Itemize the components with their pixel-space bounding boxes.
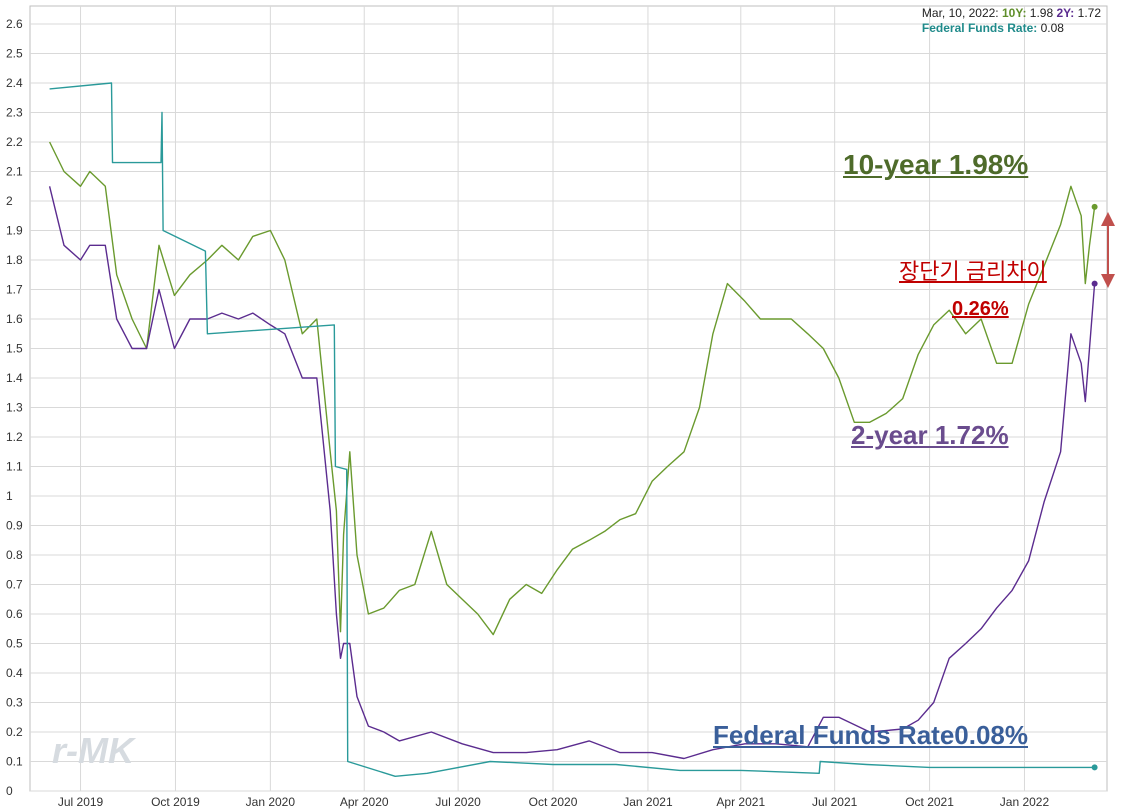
readout-line-1: Mar, 10, 2022: 10Y: 1.98 2Y: 1.72 <box>922 6 1101 21</box>
y-tick-label: 0.4 <box>6 666 23 680</box>
x-tick-label: Jan 2020 <box>246 795 296 809</box>
y-tick-label: 0.7 <box>6 578 23 592</box>
y-tick-label: 2.1 <box>6 165 23 179</box>
series-fed-funds-line <box>49 82 1095 777</box>
readout-ff-key: Federal Funds Rate: <box>921 21 1038 35</box>
x-tick-label: Apr 2020 <box>340 795 389 809</box>
readout-line-2: Federal Funds Rate: 0.08 <box>922 21 1101 36</box>
x-tick-label: Apr 2021 <box>716 795 765 809</box>
x-tick-label: Jul 2021 <box>812 795 858 809</box>
plot-area <box>29 5 1108 792</box>
y-tick-label: 0.6 <box>6 607 23 621</box>
y-tick-label: 1.7 <box>6 283 23 297</box>
y-tick-label: 1.6 <box>6 312 23 326</box>
y-tick-label: 2.3 <box>6 106 23 120</box>
y-tick-label: 0.5 <box>6 637 23 651</box>
y-tick-label: 2.4 <box>6 76 23 90</box>
readout-10y-key: 10Y: <box>1001 6 1027 20</box>
x-tick-label: Oct 2021 <box>905 795 954 809</box>
y-tick-label: 1.2 <box>6 430 23 444</box>
series-10y-line <box>48 141 1096 636</box>
axes: 0 0.1 0.2 0.3 0.4 0.5 0.6 0.7 0.8 0.9 1 1.1 1.2 1.3 1.… <box>6 17 1049 809</box>
y-tick-label: 2.6 <box>6 17 23 31</box>
y-tick-label: 1.3 <box>6 401 23 415</box>
annotation-2-year: 2-year 1.72% <box>851 420 1009 450</box>
annotation-fed-funds: Federal Funds Rate0.08% <box>713 720 1028 750</box>
series-2y-endpoint <box>1091 280 1098 287</box>
series-10y-endpoint <box>1091 203 1098 210</box>
y-tick-label: 0.3 <box>6 696 23 710</box>
x-tick-label: Jan 2021 <box>623 795 673 809</box>
arrow-down-icon <box>1101 274 1115 288</box>
y-tick-label: 0.9 <box>6 519 23 533</box>
y-tick-label: 1.5 <box>6 342 23 356</box>
watermark-logo: r-MK <box>52 730 134 771</box>
series-2y-line <box>48 186 1096 760</box>
x-tick-label: Jul 2019 <box>58 795 104 809</box>
y-tick-label: 0.1 <box>6 755 23 769</box>
readout-ff-value: 0.08 <box>1040 21 1064 35</box>
series-fed-funds-endpoint <box>1091 764 1098 771</box>
y-tick-label: 0.2 <box>6 725 23 739</box>
x-tick-label: Oct 2020 <box>529 795 578 809</box>
y-tick-label: 2.2 <box>6 135 23 149</box>
value-readout: Mar, 10, 2022: 10Y: 1.98 2Y: 1.72 Federa… <box>922 6 1101 36</box>
readout-10y-value: 1.98 <box>1029 6 1054 20</box>
series-group <box>48 82 1098 777</box>
y-tick-label: 1.9 <box>6 224 23 238</box>
x-tick-label: Jan 2022 <box>1000 795 1050 809</box>
readout-date: Mar, 10, 2022: <box>921 6 999 20</box>
arrow-up-icon <box>1101 212 1115 226</box>
y-tick-label: 1.1 <box>6 460 23 474</box>
annotation-spread-value: 0.26% <box>952 298 1009 320</box>
y-tick-label: 2.5 <box>6 47 23 61</box>
y-tick-label: 1 <box>6 489 13 503</box>
y-tick-label: 1.8 <box>6 253 23 267</box>
y-tick-label: 0 <box>6 784 13 798</box>
readout-2y-value: 1.72 <box>1077 6 1101 20</box>
x-tick-label: Oct 2019 <box>151 795 200 809</box>
y-tick-label: 2 <box>6 194 13 208</box>
readout-2y-key: 2Y: <box>1056 6 1075 20</box>
annotation-spread-label: 장단기 금리차이 <box>899 259 1047 284</box>
x-tick-label: Jul 2020 <box>435 795 481 809</box>
annotation-10-year: 10-year 1.98% <box>843 149 1029 180</box>
grid <box>30 6 1107 792</box>
y-tick-label: 0.8 <box>6 548 23 562</box>
spread-arrow <box>1101 212 1115 288</box>
y-tick-label: 1.4 <box>6 371 23 385</box>
